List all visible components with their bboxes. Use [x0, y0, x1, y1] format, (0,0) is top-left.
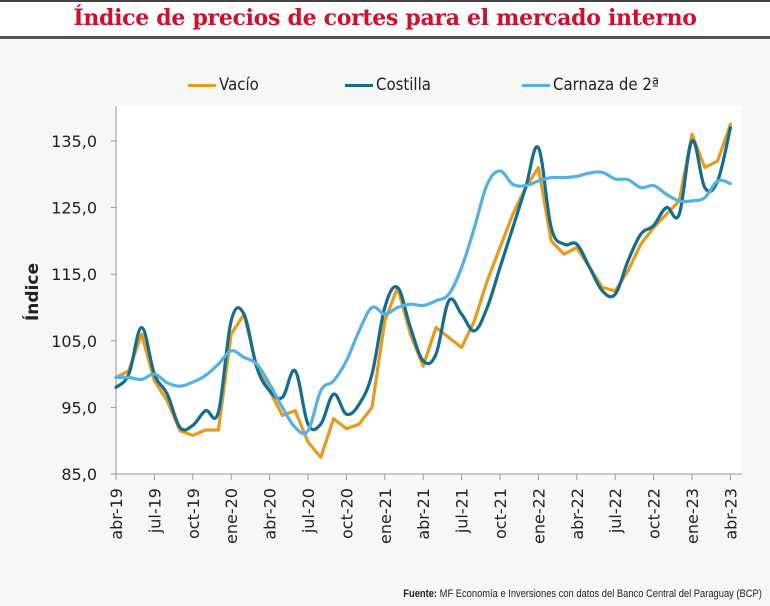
title-bar: Índice de precios de cortes para el merc…	[0, 2, 770, 36]
x-tick-label: oct-20	[337, 488, 356, 539]
x-tick-label: abr-20	[261, 488, 280, 540]
y-tick-label: 95,0	[61, 398, 97, 417]
y-tick-label: 85,0	[61, 465, 97, 484]
plot-area	[117, 106, 742, 474]
y-tick-label: 125,0	[51, 199, 97, 218]
legend-item-vacio: Vacío	[188, 72, 264, 98]
x-tick-label: jul-21	[453, 488, 472, 534]
title-divider	[0, 36, 770, 39]
legend-label: Vacío	[219, 75, 259, 95]
top-border	[0, 0, 770, 2]
y-tick-label: 135,0	[51, 132, 97, 151]
x-tick-label: abr-19	[107, 488, 126, 540]
x-tick-label: abr-22	[568, 488, 587, 540]
source-label: Fuente:	[403, 588, 438, 600]
y-tick-label: 115,0	[51, 265, 97, 284]
x-tick-label: oct-19	[184, 488, 203, 539]
legend-item-carnaza: Carnaza de 2ª	[522, 72, 673, 98]
x-tick-label: ene-21	[376, 488, 395, 544]
x-tick-label: jul-22	[606, 488, 625, 534]
legend-label: Carnaza de 2ª	[553, 75, 659, 95]
series-2	[114, 169, 732, 436]
x-tick-label: abr-21	[414, 488, 433, 540]
x-tick-label: ene-22	[529, 488, 548, 544]
series-layer	[114, 122, 732, 459]
x-tick-label: jul-19	[145, 488, 164, 534]
y-axis: 85,0 95,0 105,0 115,0 125,0 135,0	[51, 106, 117, 484]
source-text: MF Economía e Inversiones con datos del …	[439, 588, 762, 600]
y-tick-label: 105,0	[51, 332, 97, 351]
series-1	[114, 126, 732, 432]
legend-swatch	[188, 83, 216, 87]
x-tick-label: oct-22	[645, 488, 664, 539]
x-tick-label: ene-23	[683, 488, 702, 544]
x-tick-label: oct-21	[491, 488, 510, 539]
source-note: Fuente: MF Economía e Inversiones con da…	[403, 588, 762, 600]
legend-label: Costilla	[376, 75, 431, 95]
chart-title: Índice de precios de cortes para el merc…	[73, 5, 697, 31]
y-axis-label: Índice	[21, 263, 43, 321]
x-tick-label: ene-20	[222, 488, 241, 544]
x-tick-label: abr-23	[721, 488, 740, 540]
legend: Vacío Costilla Carnaza de 2ª	[0, 72, 770, 98]
legend-swatch	[522, 83, 550, 87]
x-tick-label: jul-20	[299, 488, 318, 534]
legend-item-costilla: Costilla	[345, 72, 438, 98]
x-axis: abr-19 jul-19 oct-19 ene-20 abr-20 jul-20 oct-…	[107, 473, 742, 544]
legend-swatch	[345, 83, 373, 87]
